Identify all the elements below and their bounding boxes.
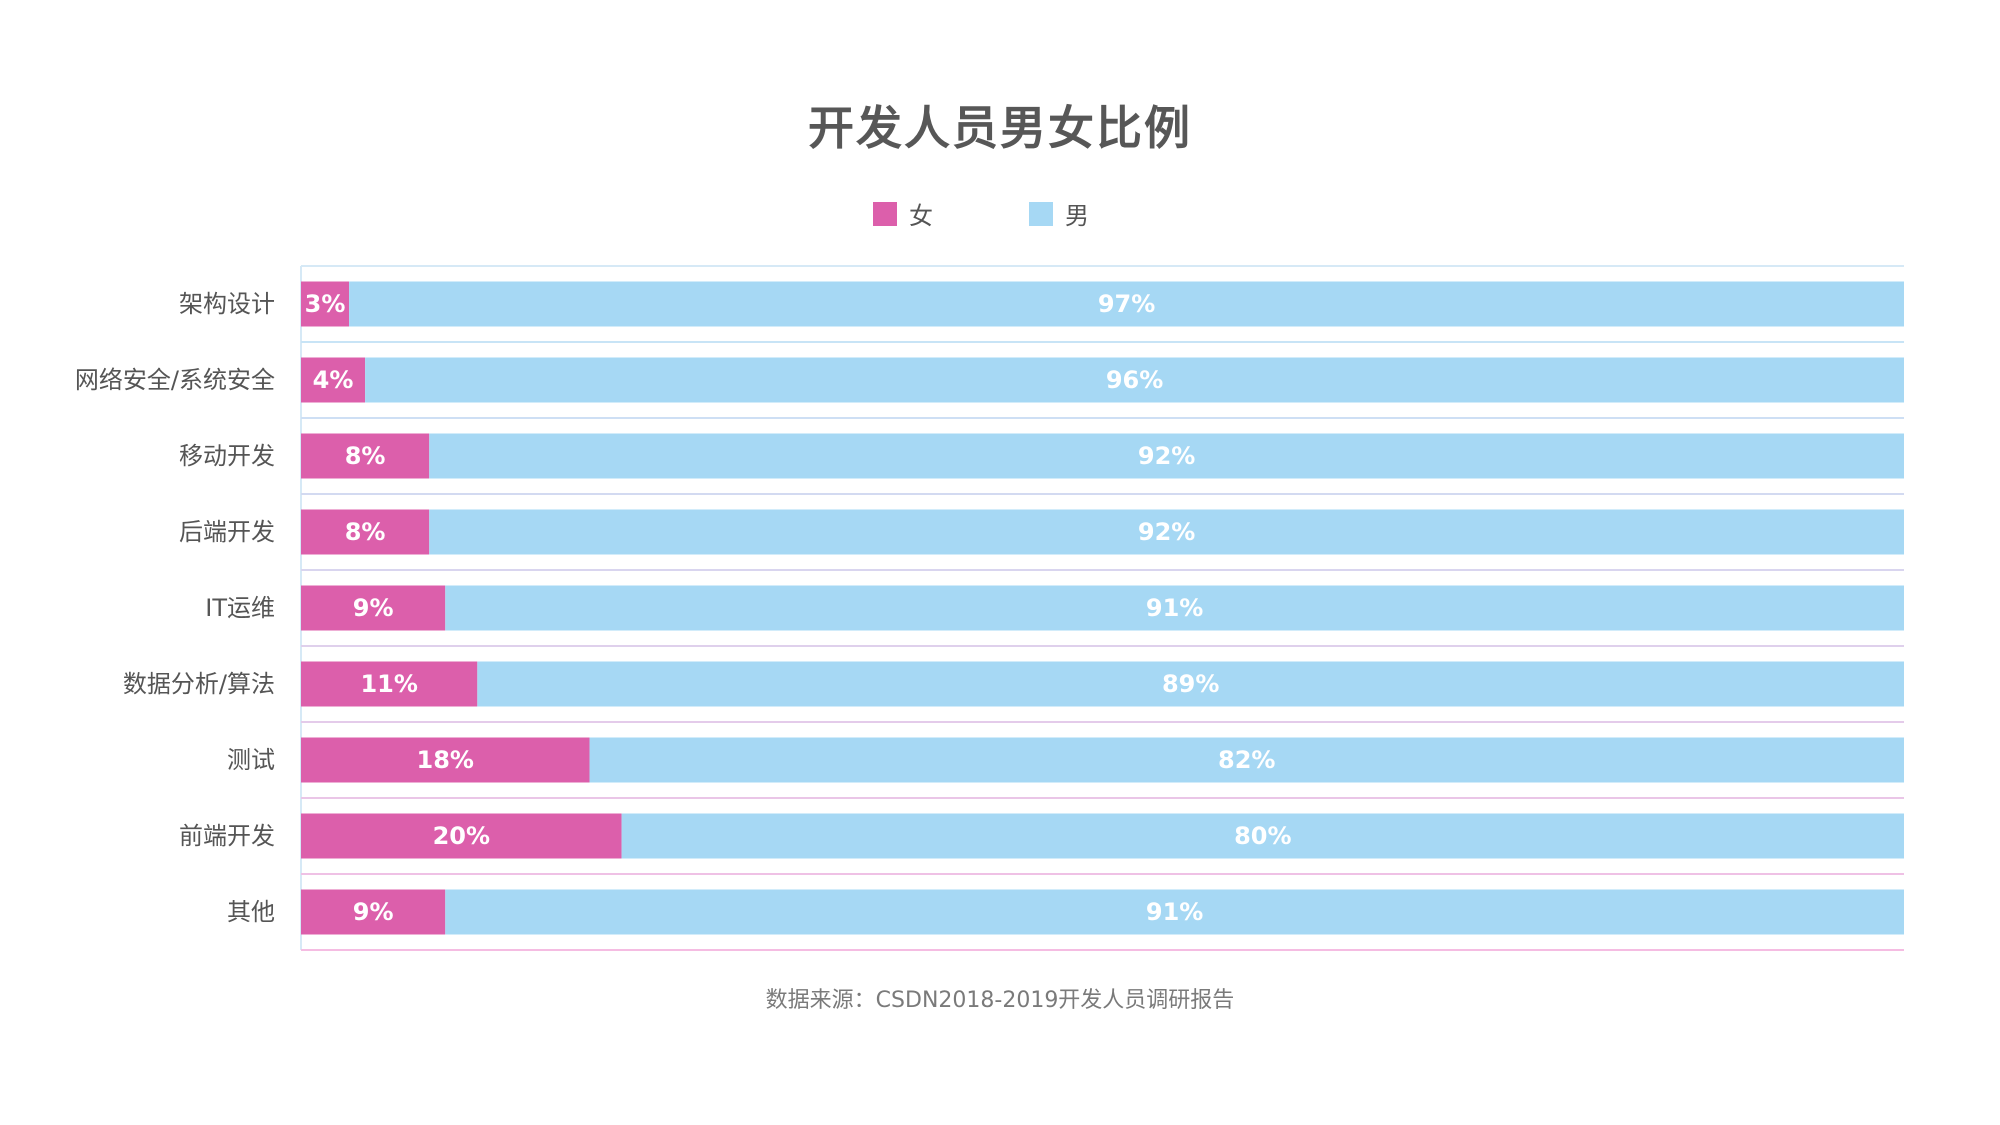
value-label-male: 89% (1162, 670, 1219, 698)
category-label: 数据分析/算法 (123, 670, 275, 698)
bar-female (301, 737, 590, 783)
legend-item-female[interactable]: 女 (873, 196, 933, 231)
value-label-female: 18% (417, 746, 474, 774)
value-label-female: 11% (360, 670, 417, 698)
value-label-male: 97% (1098, 290, 1155, 318)
bar-male (429, 433, 1904, 479)
value-label-male: 91% (1146, 898, 1203, 926)
category-label: 其他 (227, 898, 275, 926)
source-note: 数据来源：CSDN2018-2019开发人员调研报告 (765, 988, 1235, 1013)
chart-title: 开发人员男女比例 (808, 101, 1192, 155)
value-label-female: 9% (353, 898, 394, 926)
bar-male (349, 281, 1905, 327)
legend: 女 男 (0, 196, 2000, 236)
value-label-female: 8% (345, 518, 386, 546)
value-label-male: 82% (1218, 746, 1275, 774)
bar-female (301, 661, 478, 707)
bar-male (429, 509, 1904, 555)
category-label: 架构设计 (179, 290, 275, 318)
bar-male (621, 813, 1904, 859)
value-label-male: 80% (1234, 822, 1291, 850)
value-label-male: 92% (1138, 518, 1195, 546)
bar-female (301, 433, 430, 479)
category-label: IT运维 (205, 594, 275, 622)
bar-female (301, 889, 446, 935)
value-label-female: 9% (353, 594, 394, 622)
category-label: 前端开发 (179, 822, 275, 850)
value-label-male: 92% (1138, 442, 1195, 470)
bar-female (301, 357, 366, 403)
value-label-female: 4% (313, 366, 354, 394)
legend-label-male: 男 (1065, 202, 1089, 230)
legend-label-female: 女 (909, 202, 933, 230)
legend-swatch-female (873, 201, 897, 226)
bar-male (589, 737, 1904, 783)
bar-male (445, 585, 1904, 631)
category-label: 测试 (227, 746, 275, 774)
value-label-male: 91% (1146, 594, 1203, 622)
category-label: 移动开发 (179, 442, 275, 470)
legend-item-male[interactable]: 男 (1029, 196, 1089, 231)
bar-female (301, 281, 350, 327)
value-label-female: 8% (345, 442, 386, 470)
value-label-male: 96% (1106, 366, 1163, 394)
category-label: 后端开发 (179, 518, 275, 546)
bar-male (365, 357, 1904, 403)
bar-male (477, 661, 1905, 707)
value-label-female: 3% (305, 290, 346, 318)
bar-female (301, 585, 446, 631)
bar-female (301, 509, 430, 555)
category-label: 网络安全/系统安全 (75, 366, 275, 394)
legend-swatch-male (1029, 201, 1053, 226)
bar-male (445, 889, 1904, 935)
value-label-female: 20% (433, 822, 490, 850)
bar-female (301, 813, 622, 859)
